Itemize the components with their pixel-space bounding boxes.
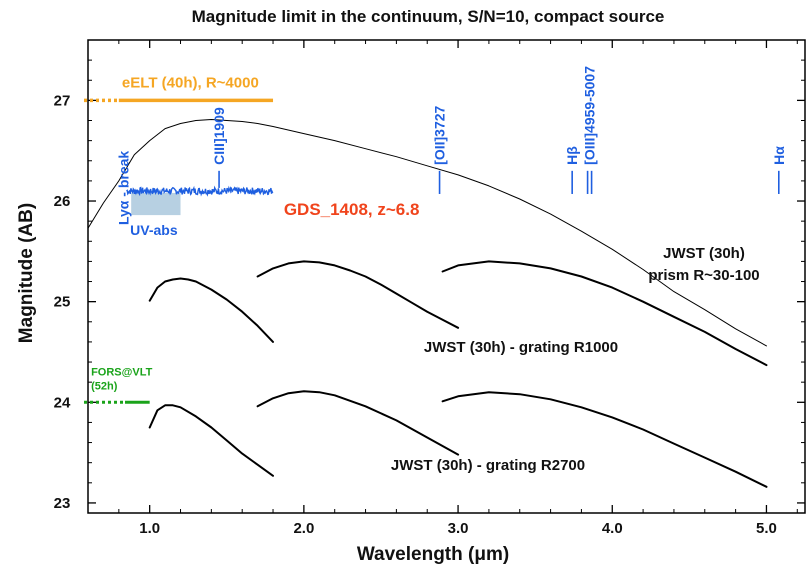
emission-line-label: CIII]1909 xyxy=(211,107,227,165)
r1000-label: JWST (30h) - grating R1000 xyxy=(424,339,618,356)
y-tick-label: 25 xyxy=(54,294,71,311)
galaxy-spectrum-line xyxy=(126,185,274,197)
emission-line-label: [OII]3727 xyxy=(432,105,448,164)
y-tick-label: 24 xyxy=(54,394,71,411)
x-axis-label: Wavelength (μm) xyxy=(357,544,509,565)
chart-title: Magnitude limit in the continuum, S/N=10… xyxy=(192,7,665,26)
y-axis-label: Magnitude (AB) xyxy=(16,203,37,343)
eelt-label: eELT (40h), R~4000 xyxy=(122,74,259,91)
x-tick-label: 5.0 xyxy=(756,520,777,537)
prism-label-line1: JWST (30h) xyxy=(663,245,745,262)
r2700-label: JWST (30h) - grating R2700 xyxy=(391,457,585,474)
series-lines xyxy=(87,119,768,488)
plot-frame xyxy=(87,39,806,514)
emission-line-label: Lyα - break xyxy=(115,151,131,225)
y-tick-label: 23 xyxy=(54,495,71,512)
x-tick-label: 1.0 xyxy=(139,520,160,537)
fors-label-line1: FORS@VLT xyxy=(91,366,153,378)
x-tick-label: 3.0 xyxy=(448,520,469,537)
prism-sensitivity-line xyxy=(87,119,767,347)
emission-line-label: Hβ xyxy=(564,146,580,165)
galaxy-spectrum xyxy=(126,185,274,197)
x-tick-label: 2.0 xyxy=(293,520,314,537)
uv-abs-region xyxy=(131,192,181,216)
r1000-sensitivity-line xyxy=(441,260,768,367)
y-tick-label: 27 xyxy=(54,92,71,109)
uv-abs-label: UV-abs xyxy=(130,222,178,238)
emission-line-label: Hα xyxy=(771,146,787,165)
x-tick-label: 4.0 xyxy=(602,520,623,537)
prism-label-line2: prism R~30-100 xyxy=(648,267,759,284)
r2700-sensitivity-line xyxy=(256,390,460,456)
emission-line-markers: Lyα - break CIII]1909 [OII]3727 Hβ [OIII]495… xyxy=(115,66,786,225)
galaxy-label: GDS_1408, z~6.8 xyxy=(284,200,420,219)
emission-line-label: [OIII]4959-5007 xyxy=(582,66,598,165)
r2700-sensitivity-line xyxy=(148,404,274,477)
r1000-sensitivity-line xyxy=(256,260,460,329)
r1000-sensitivity-line xyxy=(148,277,274,343)
fors-label-line2: (52h) xyxy=(91,380,118,392)
y-tick-label: 26 xyxy=(54,193,71,210)
r2700-sensitivity-line xyxy=(441,391,768,488)
